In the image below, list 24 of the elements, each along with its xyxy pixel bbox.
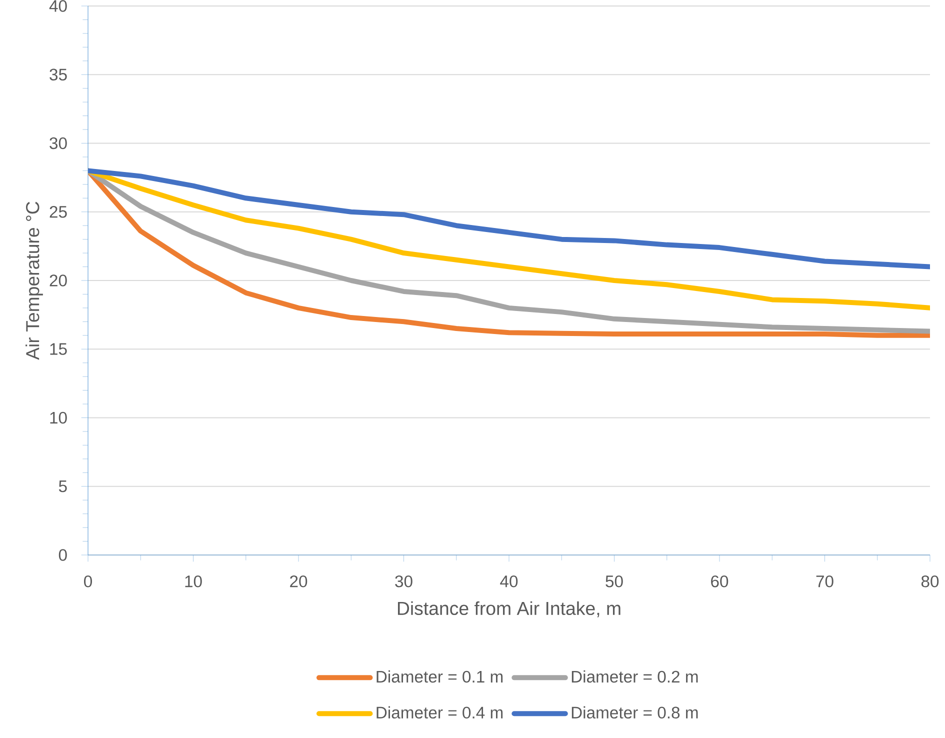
x-axis-title: Distance from Air Intake, m (398, 601, 620, 618)
x-tick-label: 30 (395, 575, 412, 588)
x-tick-label: 60 (711, 575, 728, 588)
y-tick-label: 0 (58, 549, 67, 561)
legend-label: Diameter = 0.4 m (376, 706, 503, 719)
y-tick-label: 35 (50, 68, 67, 81)
y-tick-label: 10 (50, 412, 67, 424)
x-tick-label: 80 (921, 575, 939, 588)
x-tick-label: 10 (185, 575, 202, 588)
x-tick-label: 70 (816, 575, 834, 588)
y-tick-label: 25 (50, 206, 67, 218)
y-tick-label: 5 (58, 480, 67, 492)
x-tick-label: 20 (290, 575, 308, 588)
y-axis-title: Air Temperature °C (26, 202, 43, 360)
x-tick-label: 50 (606, 575, 623, 588)
x-tick-label: 0 (84, 575, 92, 588)
y-tick-label: 30 (50, 137, 67, 150)
legend-label: Diameter = 0.2 m (572, 670, 698, 683)
legend-label: Diameter = 0.8 m (572, 706, 698, 719)
y-tick-label: 15 (50, 343, 67, 355)
x-tick-label: 40 (500, 575, 518, 588)
y-tick-label: 40 (49, 0, 67, 12)
legend-label: Diameter = 0.1 m (376, 670, 503, 683)
y-tick-label: 20 (50, 274, 67, 286)
